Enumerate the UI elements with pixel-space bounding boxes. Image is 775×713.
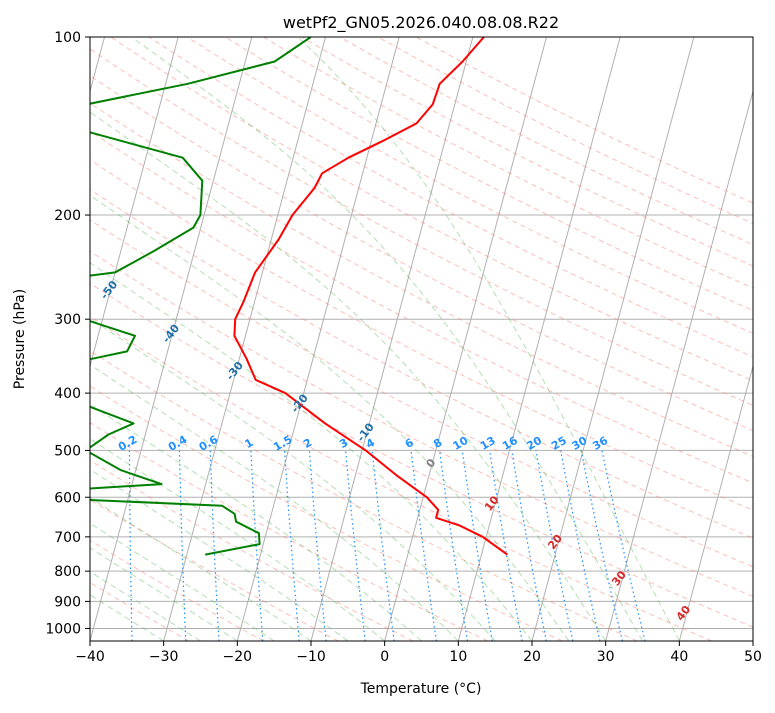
isotherm-line	[753, 37, 775, 641]
y-axis-label: Pressure (hPa)	[12, 289, 28, 389]
x-axis-label: Temperature (°C)	[360, 681, 482, 697]
y-tick-label: 200	[54, 208, 81, 224]
x-tick-label: −20	[223, 649, 253, 665]
x-tick-label: −30	[149, 649, 179, 665]
y-tick-label: 900	[54, 594, 81, 610]
x-tick-label: 50	[744, 649, 762, 665]
y-tick-label: 600	[54, 490, 81, 506]
x-tick-label: 40	[670, 649, 688, 665]
chart-title: wetPf2_GN05.2026.040.08.08.R22	[283, 13, 559, 33]
y-tick-label: 500	[54, 443, 81, 459]
x-tick-label: 30	[597, 649, 615, 665]
x-tick-label: 10	[449, 649, 467, 665]
x-tick-label: 20	[523, 649, 541, 665]
mixing-ratio-line	[82, 450, 83, 641]
x-tick-label: −10	[296, 649, 326, 665]
y-tick-label: 100	[54, 30, 81, 46]
y-tick-label: 700	[54, 530, 81, 546]
y-tick-label: 800	[54, 564, 81, 580]
y-tick-label: 400	[54, 386, 81, 402]
y-tick-label: 1000	[45, 621, 81, 637]
x-tick-label: −40	[75, 649, 105, 665]
y-tick-label: 300	[54, 312, 81, 328]
x-tick-label: 0	[380, 649, 389, 665]
